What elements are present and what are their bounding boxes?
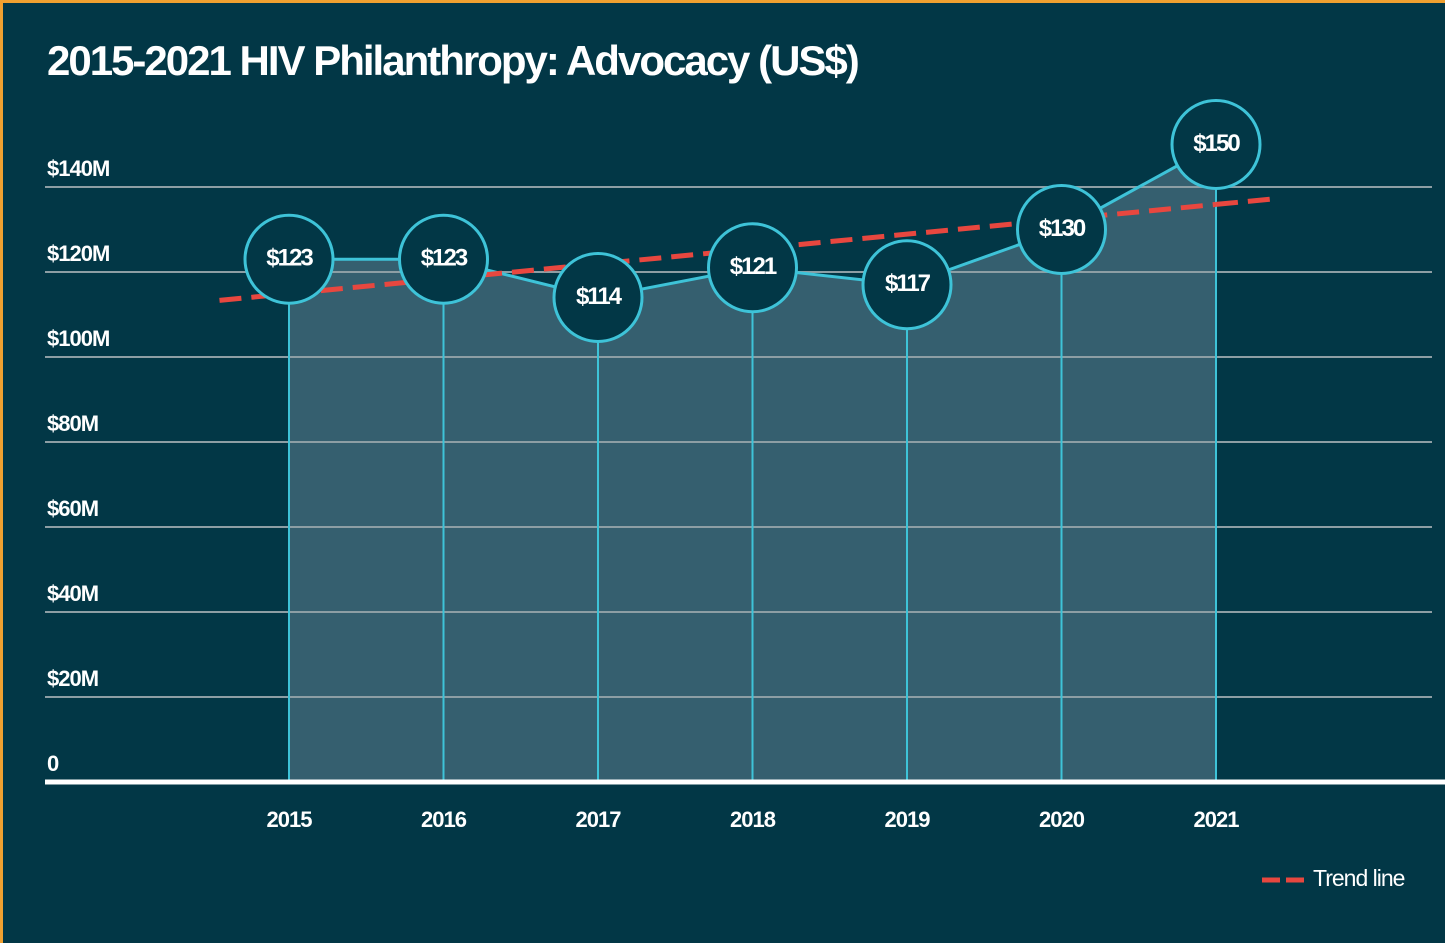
value-label: $114 bbox=[576, 283, 623, 310]
data-point bbox=[243, 213, 335, 305]
chart-title: 2015-2021 HIV Philanthropy: Advocacy (US… bbox=[47, 37, 858, 84]
value-label: $150 bbox=[1193, 130, 1240, 157]
x-tick-label: 2020 bbox=[1039, 807, 1085, 832]
data-point bbox=[707, 222, 798, 314]
x-tick-label: 2015 bbox=[267, 807, 313, 832]
data-point bbox=[552, 252, 644, 343]
data-point bbox=[1170, 99, 1262, 190]
x-tick-label: 2018 bbox=[730, 807, 776, 832]
x-tick-label: 2017 bbox=[576, 807, 622, 832]
trend-extension bbox=[219, 291, 290, 303]
value-label: $121 bbox=[730, 253, 777, 280]
y-tick-label: $20M bbox=[47, 666, 98, 691]
legend-label: Trend line bbox=[1313, 865, 1405, 891]
data-point bbox=[1016, 184, 1107, 275]
y-tick-label: $140M bbox=[47, 156, 109, 181]
x-tick-label: 2016 bbox=[421, 807, 467, 832]
y-tick-label: $60M bbox=[47, 496, 98, 521]
value-label: $123 bbox=[266, 245, 313, 272]
y-tick-label: $100M bbox=[47, 326, 109, 351]
y-tick-label: $120M bbox=[47, 241, 109, 266]
y-tick-label: $80M bbox=[47, 411, 98, 436]
value-label: $123 bbox=[421, 245, 468, 272]
value-label: $130 bbox=[1039, 215, 1086, 242]
trend-extension bbox=[1215, 196, 1275, 207]
data-point bbox=[398, 213, 489, 305]
x-tick-label: 2019 bbox=[885, 807, 931, 832]
y-tick-label: $40M bbox=[47, 581, 98, 606]
data-point bbox=[861, 239, 953, 331]
y-tick-label: 0 bbox=[47, 751, 59, 776]
x-tick-label: 2021 bbox=[1194, 807, 1240, 832]
value-label: $117 bbox=[885, 270, 931, 297]
